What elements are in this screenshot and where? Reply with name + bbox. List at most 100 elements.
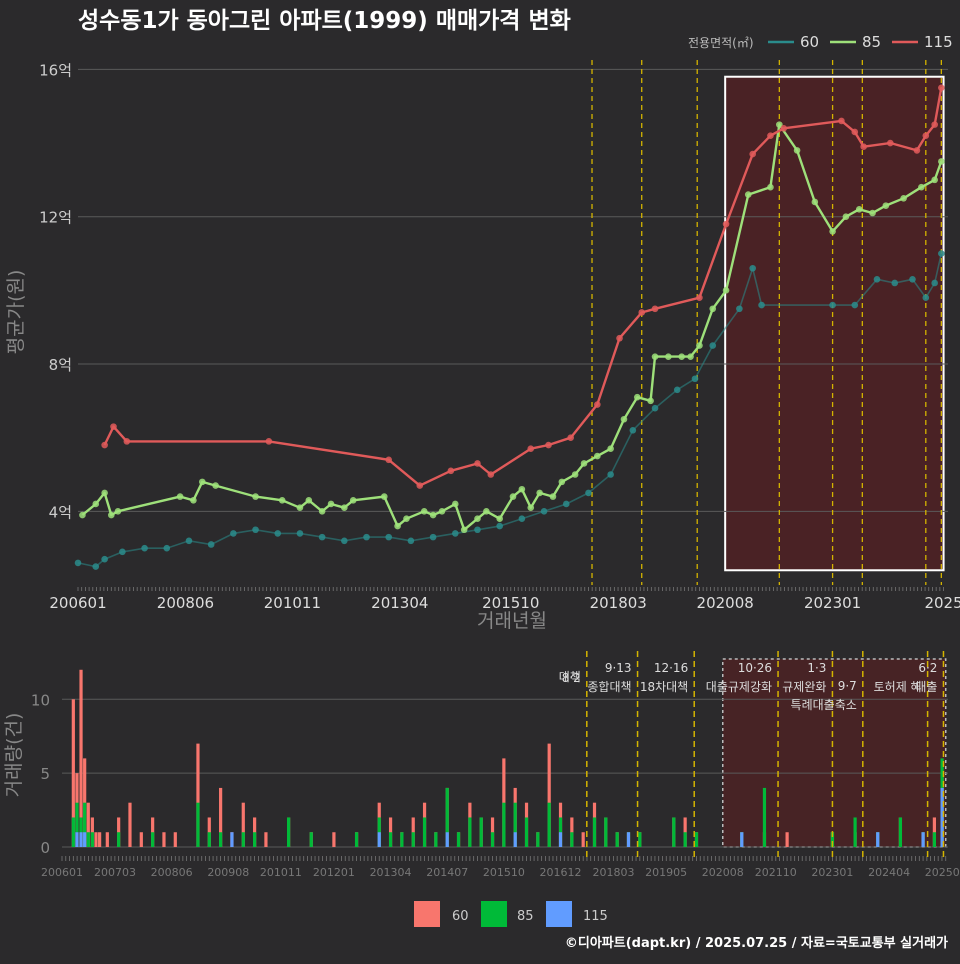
data-point-115 [722, 220, 730, 228]
data-point-85 [594, 452, 601, 460]
volume-bar-60 [94, 832, 98, 847]
data-point-115 [938, 84, 945, 92]
data-point-115 [749, 150, 756, 158]
bottom-y-tick-label: 0 [40, 839, 50, 857]
data-point-85 [744, 191, 752, 198]
volume-bar-115 [513, 832, 517, 847]
chart-title: 성수동1가 동아그린 아파트(1999) 매매가격 변화 [78, 8, 571, 34]
data-point-60 [119, 548, 126, 556]
volume-bar-60 [98, 832, 102, 847]
data-point-115 [527, 445, 535, 453]
data-point-115 [594, 401, 601, 408]
data-point-85 [931, 176, 938, 184]
data-point-60 [540, 508, 548, 515]
data-point-85 [114, 508, 122, 515]
data-point-85 [665, 353, 672, 360]
data-point-60 [74, 559, 82, 567]
data-point-85 [509, 493, 517, 500]
volume-bar-85 [570, 832, 574, 847]
bottom-y-axis-label: 거래량(건) [3, 713, 25, 798]
data-point-85 [483, 508, 490, 515]
data-point-85 [536, 489, 543, 497]
data-point-115 [616, 334, 623, 342]
data-point-60 [207, 541, 215, 548]
volume-bar-115 [740, 832, 744, 847]
data-point-85 [101, 489, 108, 497]
data-point-85 [438, 508, 446, 515]
data-point-85 [793, 147, 801, 154]
policy-event-label: 특례대출축소 [791, 698, 857, 712]
data-point-115 [767, 132, 774, 139]
bottom-y-tick-label: 5 [40, 765, 50, 783]
policy-event-date: 9·7 [838, 679, 857, 693]
data-point-85 [580, 460, 588, 467]
volume-bar-85 [638, 832, 642, 847]
data-point-85 [278, 496, 286, 504]
policy-event-label: 토허제 해 [874, 680, 922, 694]
data-point-115 [651, 305, 659, 313]
data-point-115 [638, 309, 646, 316]
data-point-60 [873, 276, 881, 283]
data-point-60 [451, 530, 459, 537]
data-point-115 [567, 434, 575, 441]
bottom-legend-swatch-60 [414, 901, 440, 927]
bottom-x-tick-label: 201201 [313, 866, 355, 879]
volume-bar-85 [932, 832, 937, 847]
volume-bar-85 [615, 832, 619, 847]
volume-bar-115 [83, 832, 87, 847]
volume-bar-60 [264, 832, 268, 847]
bottom-x-tick-label: 202008 [702, 866, 744, 879]
data-point-85 [107, 511, 115, 519]
data-point-85 [451, 500, 459, 508]
volume-bar-85 [762, 787, 767, 847]
bottom-legend-label-60: 60 [452, 909, 469, 924]
volume-bar-85 [400, 832, 404, 847]
policy-event-date: 9·13 [605, 661, 632, 675]
volume-bar-85 [604, 817, 608, 847]
bottom-x-tick-label: 202301 [811, 866, 853, 879]
volume-bar-115 [558, 832, 563, 847]
data-point-85 [305, 496, 313, 504]
data-point-85 [811, 198, 819, 206]
policy-event-label: 규제완화 [782, 680, 826, 694]
volume-bar-85 [445, 787, 449, 847]
data-point-85 [327, 500, 335, 508]
policy-event-label: 대출규제강화 [706, 680, 772, 694]
volume-bar-85 [536, 832, 540, 847]
top-x-tick-label: 200601 [49, 594, 106, 612]
data-point-85 [829, 228, 836, 235]
data-point-85 [900, 194, 907, 202]
data-point-60 [931, 279, 938, 287]
data-point-85 [776, 121, 783, 128]
volume-bar-115 [377, 832, 381, 847]
data-point-115 [474, 460, 481, 467]
volume-bar-85 [479, 817, 483, 847]
volume-bar-85 [241, 832, 245, 847]
volume-bar-85 [90, 832, 94, 847]
volume-bar-60 [128, 802, 132, 847]
data-point-85 [394, 522, 401, 530]
data-point-60 [385, 533, 393, 541]
data-point-60 [851, 301, 859, 309]
data-point-60 [92, 563, 100, 570]
data-point-85 [380, 493, 388, 500]
data-point-85 [198, 478, 206, 486]
volume-bar-60 [219, 787, 223, 847]
volume-bar-85 [898, 817, 903, 847]
volume-bar-60 [86, 802, 90, 847]
data-point-85 [527, 504, 535, 511]
data-point-85 [869, 209, 876, 217]
data-point-85 [420, 508, 428, 515]
volume-bar-60 [241, 802, 245, 847]
data-point-60 [938, 250, 945, 257]
top-x-tick-label: 202301 [804, 594, 861, 612]
data-point-85 [918, 183, 925, 191]
top-x-axis-label: 거래년월 [477, 610, 547, 632]
data-point-85 [558, 478, 566, 486]
data-point-85 [549, 493, 557, 500]
volume-bar-85 [354, 832, 359, 847]
volume-bar-85 [853, 817, 857, 847]
volume-bar-85 [151, 832, 155, 847]
volume-bar-60 [162, 832, 166, 847]
